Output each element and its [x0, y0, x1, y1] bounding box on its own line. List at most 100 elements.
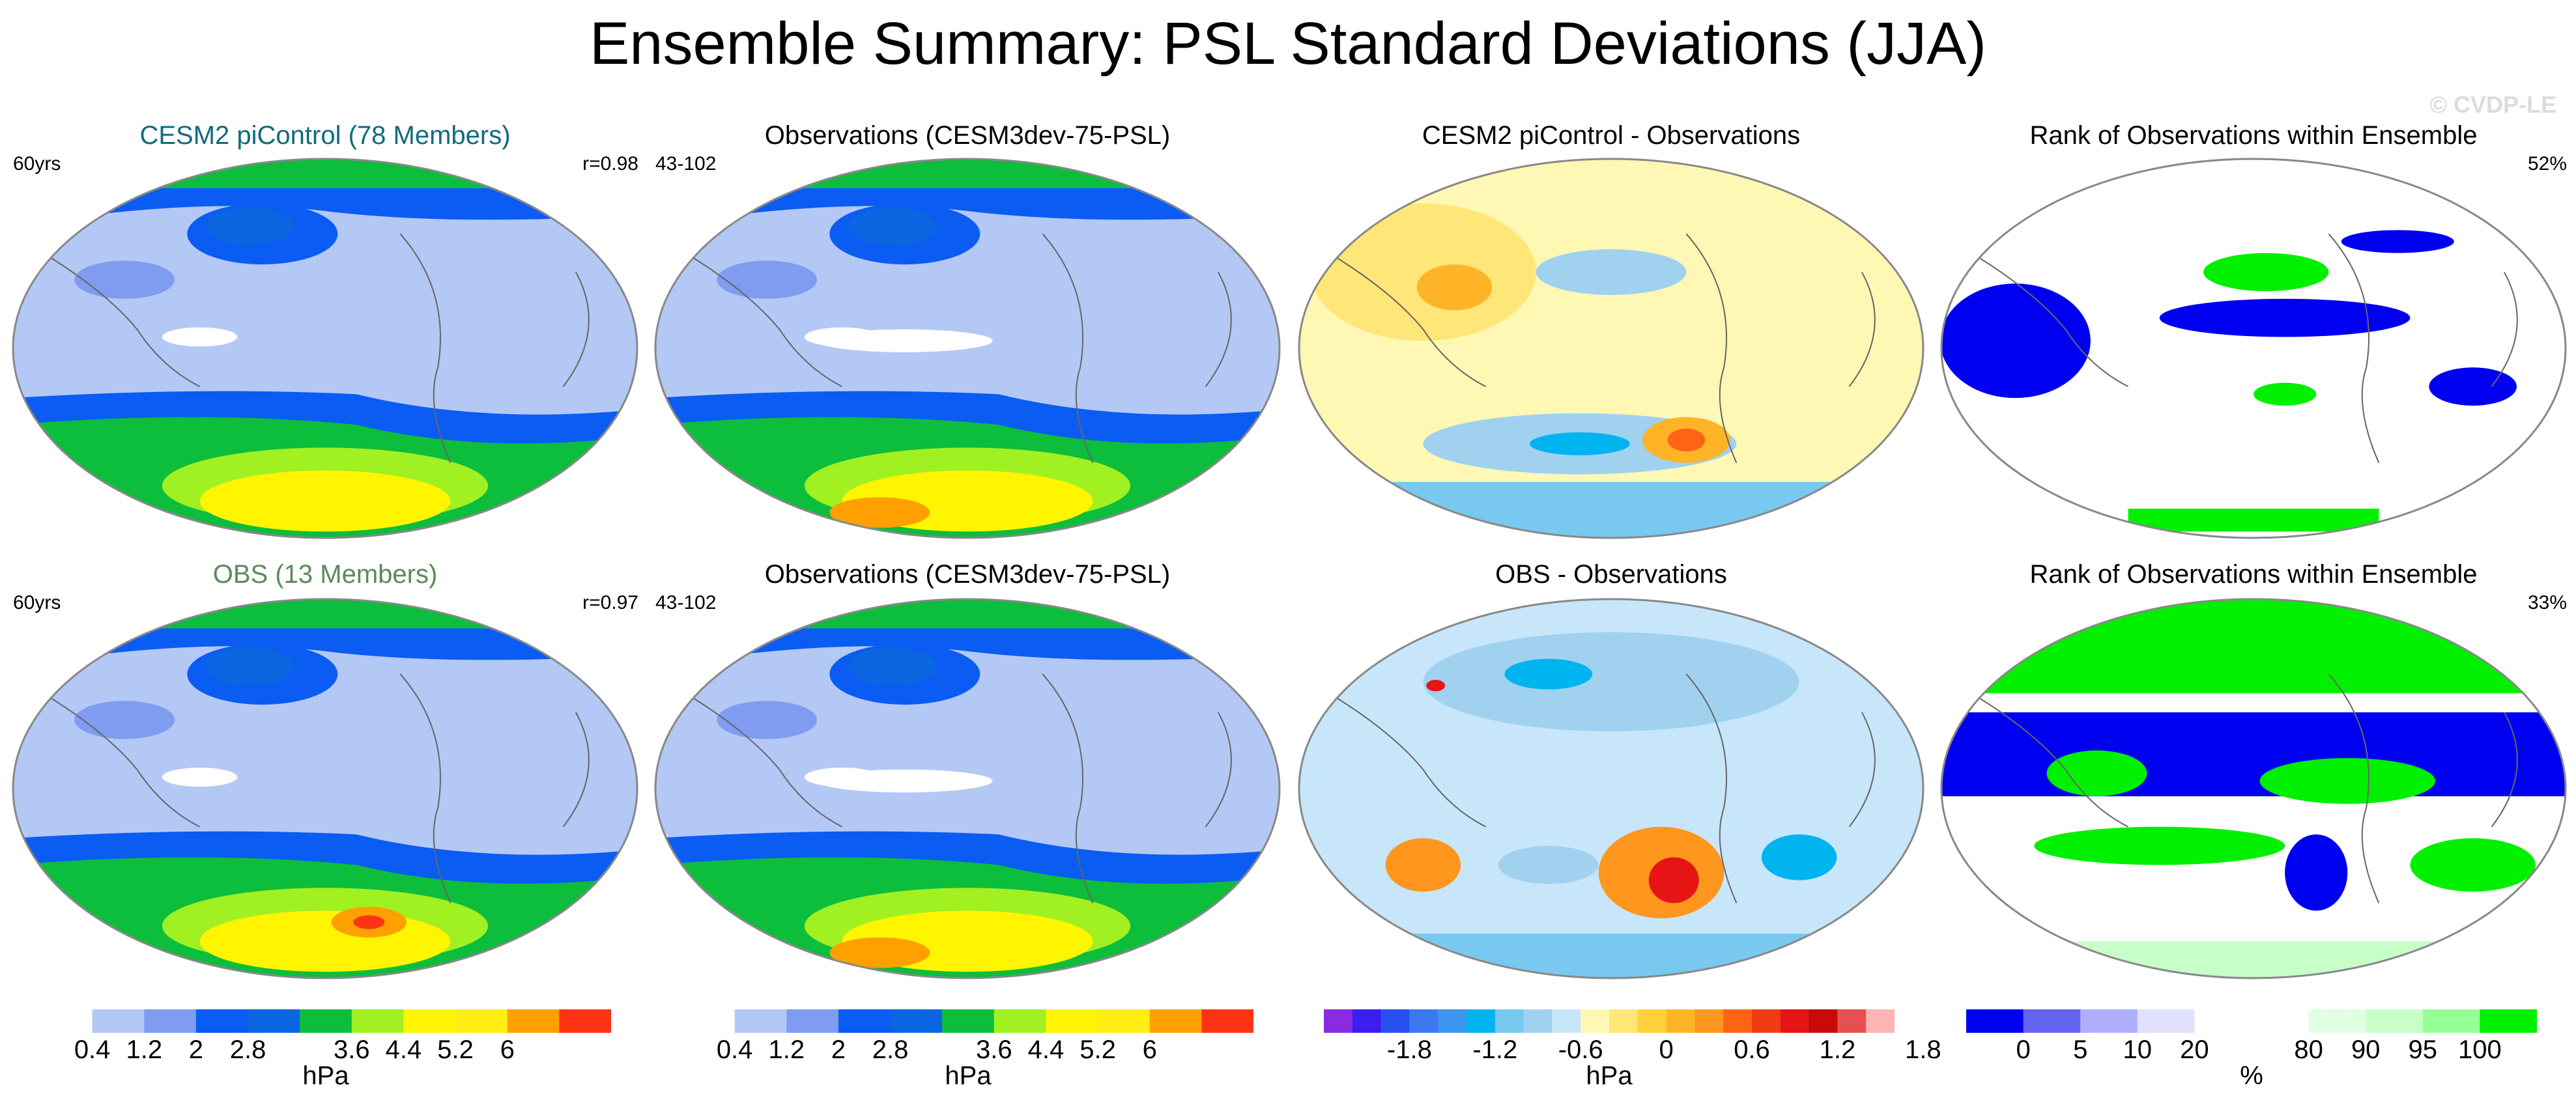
- colorbar-swatch: [1695, 1009, 1724, 1033]
- colorbar-tick-label: 2: [188, 1035, 204, 1064]
- colorbar-swatch: [942, 1009, 995, 1033]
- coast-americas: [399, 673, 451, 904]
- panel-left-label: 60yrs: [13, 592, 61, 613]
- map-field: [12, 598, 638, 979]
- field-south-yellow: [199, 470, 451, 532]
- colorbar-swatch: [890, 1009, 943, 1033]
- colorbar-unit: hPa: [302, 1061, 349, 1090]
- panel-right-label: 52%: [2527, 153, 2567, 175]
- field-antarctic-cool: [1299, 482, 1923, 538]
- coast-africa: [1205, 272, 1232, 387]
- colorbar-tick-label: 4.4: [1027, 1035, 1065, 1064]
- colorbar-swatch: [1752, 1009, 1781, 1033]
- colorbar-swatch: [1609, 1009, 1639, 1033]
- field-antarctic-cool: [1299, 933, 1923, 978]
- map-outline: [12, 158, 638, 539]
- field-tropic-white-2: [817, 769, 993, 793]
- colorbar-swatch: [2023, 1009, 2081, 1033]
- coastlines: [1328, 233, 1876, 464]
- watermark: © CVDP-LE: [2429, 91, 2556, 118]
- coast-asia: [1328, 692, 1487, 828]
- colorbar-tick-label: 5.2: [437, 1035, 474, 1064]
- colorbar-swatch: [2480, 1009, 2537, 1033]
- colorbar-swatch: [1098, 1009, 1151, 1033]
- field-tropic-white: [162, 767, 238, 787]
- field-north-green: [655, 159, 1280, 188]
- colorbar-swatch: [1866, 1009, 1895, 1033]
- panel-left-label: 43-102: [655, 592, 717, 613]
- field-pacific-core: [206, 647, 294, 686]
- coast-africa: [562, 272, 590, 387]
- panel-right-label: 33%: [2527, 592, 2567, 613]
- field-asia-blob: [74, 260, 175, 299]
- colorbar-tick-label: 5.2: [1080, 1035, 1116, 1064]
- field-tropic-blue: [2159, 298, 2411, 337]
- colorbar-swatches: [1966, 1009, 2537, 1033]
- field-tropic-blue: [1941, 712, 2566, 796]
- map-fill: [1941, 599, 2566, 978]
- field-tropic-white-2: [817, 329, 993, 352]
- colorbar-swatch: [2308, 1009, 2366, 1033]
- panel-right-label: r=0.98: [582, 153, 638, 175]
- panel-title: Observations (CESM3dev-75-PSL): [764, 121, 1171, 150]
- colorbar-swatch: [2366, 1009, 2424, 1033]
- field-pacific-cool: [1536, 249, 1687, 295]
- field-pacific-core: [206, 207, 294, 246]
- field-south-green-2: [2410, 838, 2536, 892]
- coast-asia: [1328, 252, 1487, 387]
- map-outline: [12, 598, 638, 979]
- map-fill: [1299, 599, 1923, 978]
- coast-americas: [1685, 233, 1738, 464]
- colorbar-swatch: [1723, 1009, 1753, 1033]
- colorbar-swatch: [1780, 1009, 1810, 1033]
- colorbar-swatch: [144, 1009, 197, 1033]
- map-outline: [1298, 598, 1925, 979]
- colorbar-swatch: [1324, 1009, 1353, 1033]
- field-pacific-core: [848, 647, 936, 686]
- colorbar-swatch: [1495, 1009, 1524, 1033]
- field-tropic-white: [162, 327, 238, 347]
- panel-title: Observations (CESM3dev-75-PSL): [764, 560, 1171, 589]
- colorbar-tick-label: 3.6: [976, 1035, 1012, 1064]
- colorbar-swatch: [351, 1009, 404, 1033]
- field-west-pacific-blue: [1941, 283, 2091, 399]
- colorbar-tick-label: 20: [2180, 1035, 2209, 1064]
- colorbar-swatch: [994, 1009, 1046, 1033]
- colorbar-tick-label: 100: [2458, 1035, 2502, 1064]
- field-north-blue: [655, 188, 1280, 227]
- field-south-green: [2254, 382, 2317, 406]
- map-outline: [654, 598, 1281, 979]
- map-fill: [1299, 159, 1923, 538]
- colorbar-swatches: [683, 1009, 1253, 1033]
- colorbar-tick-label: -1.8: [1386, 1035, 1432, 1064]
- field-north-green: [13, 159, 637, 188]
- map-outline: [1298, 158, 1925, 539]
- field-north-cool-core: [1504, 658, 1593, 690]
- colorbar-tick-label: 5: [2073, 1035, 2088, 1064]
- map-fill: [655, 159, 1280, 538]
- coast-africa: [2491, 712, 2518, 828]
- colorbar-tick-label: 6: [500, 1035, 515, 1064]
- colorbar-swatch: [838, 1009, 891, 1033]
- colorbar-swatch: [1438, 1009, 1467, 1033]
- panel-title: Rank of Observations within Ensemble: [2029, 121, 2478, 150]
- colorbar-swatch: [1409, 1009, 1438, 1033]
- colorbar-swatches: [40, 1009, 611, 1033]
- coast-americas: [1042, 673, 1094, 904]
- colorbar-swatch: [1581, 1009, 1610, 1033]
- map-field: [1940, 598, 2567, 979]
- field-north-blue: [13, 628, 637, 667]
- colorbar-swatch: [1523, 1009, 1553, 1033]
- colorbar-tick-label: 1.2: [1819, 1035, 1856, 1064]
- colorbar-swatch: [1352, 1009, 1382, 1033]
- colorbar-swatch: [1552, 1009, 1581, 1033]
- colorbar-tick-label: 1.2: [768, 1035, 805, 1064]
- colorbar-swatch: [1046, 1009, 1098, 1033]
- map-field: [654, 598, 1281, 979]
- colorbar-swatch: [786, 1009, 839, 1033]
- panel-right-label: r=0.97: [582, 592, 638, 613]
- colorbar-tick-label: -0.6: [1558, 1035, 1603, 1064]
- colorbar-tick-label: 2.8: [229, 1035, 266, 1064]
- coast-asia: [685, 692, 843, 828]
- colorbar-swatch: [1809, 1009, 1838, 1033]
